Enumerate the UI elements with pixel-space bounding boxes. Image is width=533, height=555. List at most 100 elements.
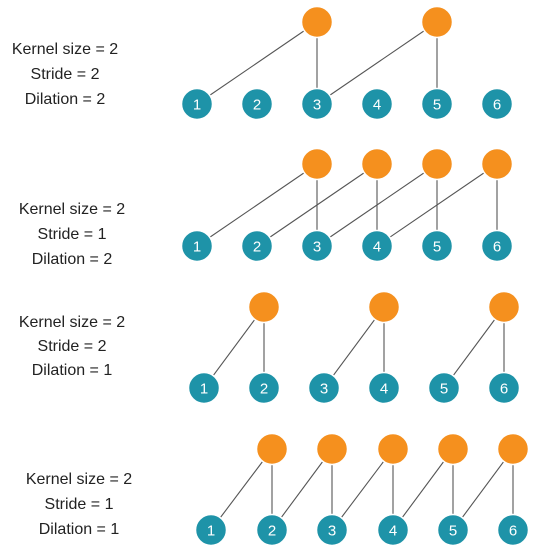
output-node-1	[247, 290, 281, 324]
input-node-5: 5	[420, 229, 454, 263]
input-node-circle	[180, 87, 214, 121]
edge-output2-input3	[316, 21, 438, 105]
input-node-circle	[496, 513, 530, 547]
kernel-size-label: Kernel size = 2	[19, 201, 125, 218]
input-node-label: 3	[328, 523, 336, 540]
input-node-label: 2	[268, 523, 276, 540]
input-node-label: 4	[373, 239, 381, 256]
input-node-label: 1	[200, 381, 208, 398]
input-node-circle	[360, 229, 394, 263]
input-node-1: 1	[187, 371, 221, 405]
edge-output1-input1	[196, 163, 318, 247]
panel-kernel2-stride2-dilation2: Kernel size = 2 Stride = 2 Dilation = 2 …	[12, 5, 514, 121]
output-node-2	[367, 290, 401, 324]
input-node-6: 6	[480, 229, 514, 263]
input-node-circle	[240, 87, 274, 121]
input-node-circle	[307, 371, 341, 405]
output-node-3	[420, 147, 454, 181]
input-node-circle	[436, 513, 470, 547]
input-node-circle	[194, 513, 228, 547]
kernel-size-label: Kernel size = 2	[26, 471, 132, 488]
params-label: Kernel size = 2 Stride = 1 Dilation = 2	[19, 201, 125, 268]
dilation-label: Dilation = 1	[32, 362, 113, 379]
input-node-5: 5	[436, 513, 470, 547]
input-node-2: 2	[247, 371, 281, 405]
params-label: Kernel size = 2 Stride = 2 Dilation = 2	[12, 41, 118, 108]
params-label: Kernel size = 2 Stride = 1 Dilation = 1	[26, 471, 132, 538]
stride-label: Stride = 2	[31, 66, 100, 83]
output-node-1	[255, 432, 289, 466]
input-node-circle	[255, 513, 289, 547]
params-label: Kernel size = 2 Stride = 2 Dilation = 1	[19, 314, 125, 379]
input-node-2: 2	[240, 229, 274, 263]
input-node-4: 4	[367, 371, 401, 405]
input-node-label: 1	[193, 97, 201, 114]
input-node-label: 6	[493, 239, 501, 256]
input-node-label: 4	[380, 381, 388, 398]
input-node-6: 6	[496, 513, 530, 547]
output-node-3	[487, 290, 521, 324]
kernel-size-label: Kernel size = 2	[19, 314, 125, 331]
output-node-2	[315, 432, 349, 466]
edge-output3-input3	[316, 163, 438, 247]
input-node-3: 3	[300, 229, 334, 263]
input-node-circle	[420, 229, 454, 263]
panel-kernel2-stride1-dilation2: Kernel size = 2 Stride = 1 Dilation = 2 …	[19, 147, 514, 268]
input-node-label: 1	[207, 523, 215, 540]
output-node-2	[420, 5, 454, 39]
output-node-4	[480, 147, 514, 181]
edge-output2-input2	[271, 448, 333, 531]
input-node-2: 2	[255, 513, 289, 547]
input-node-4: 4	[360, 229, 394, 263]
input-node-5: 5	[420, 87, 454, 121]
input-node-circle	[480, 87, 514, 121]
stride-label: Stride = 1	[45, 496, 114, 513]
input-node-label: 4	[389, 523, 397, 540]
input-node-4: 4	[360, 87, 394, 121]
output-node-1	[300, 5, 334, 39]
input-node-6: 6	[480, 87, 514, 121]
input-node-label: 6	[493, 97, 501, 114]
input-node-circle	[180, 229, 214, 263]
output-node-5	[496, 432, 530, 466]
input-node-label: 6	[500, 381, 508, 398]
input-node-2: 2	[240, 87, 274, 121]
edge-output1-input1	[210, 448, 273, 531]
input-node-1: 1	[180, 229, 214, 263]
input-node-circle	[240, 229, 274, 263]
stride-label: Stride = 2	[38, 338, 107, 355]
input-node-circle	[367, 371, 401, 405]
dilation-label: Dilation = 2	[25, 91, 106, 108]
edge-output4-input4	[376, 163, 498, 247]
input-node-circle	[300, 229, 334, 263]
input-node-circle	[300, 87, 334, 121]
input-node-circle	[376, 513, 410, 547]
stride-label: Stride = 1	[38, 226, 107, 243]
edge-output3-input5	[443, 306, 505, 389]
edge-output2-input3	[323, 306, 385, 389]
kernel-size-label: Kernel size = 2	[12, 41, 118, 58]
panel-kernel2-stride1-dilation1: Kernel size = 2 Stride = 1 Dilation = 1 …	[26, 432, 530, 547]
output-node-3	[376, 432, 410, 466]
input-node-3: 3	[315, 513, 349, 547]
input-node-label: 3	[320, 381, 328, 398]
input-node-label: 1	[193, 239, 201, 256]
input-node-circle	[427, 371, 461, 405]
output-node-1	[300, 147, 334, 181]
edge-output1-input1	[203, 306, 265, 389]
input-node-label: 5	[440, 381, 448, 398]
input-node-circle	[315, 513, 349, 547]
dilation-label: Dilation = 2	[32, 251, 113, 268]
edge-output1-input1	[196, 21, 318, 105]
input-node-1: 1	[180, 87, 214, 121]
input-node-label: 3	[313, 239, 321, 256]
input-node-circle	[247, 371, 281, 405]
input-node-label: 5	[449, 523, 457, 540]
input-node-label: 4	[373, 97, 381, 114]
edge-output3-input3	[331, 448, 394, 531]
input-node-5: 5	[427, 371, 461, 405]
input-node-3: 3	[300, 87, 334, 121]
input-node-circle	[187, 371, 221, 405]
dilation-label: Dilation = 1	[39, 521, 120, 538]
